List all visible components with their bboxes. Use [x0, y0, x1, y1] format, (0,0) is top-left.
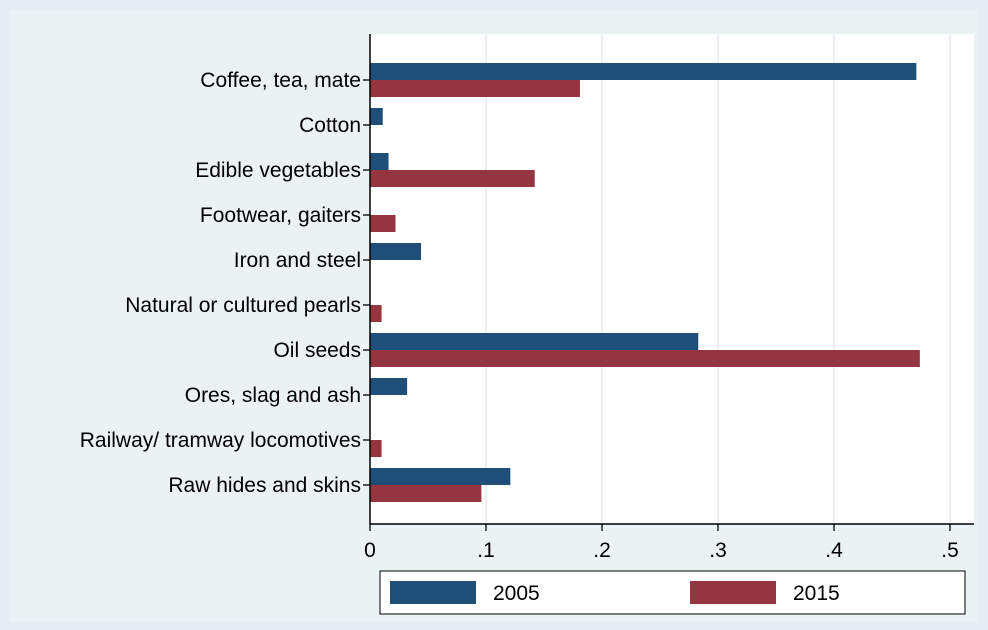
legend-label-2005: 2005: [493, 582, 540, 605]
legend: 2005 2015: [379, 570, 966, 615]
bars: [370, 63, 920, 502]
category-label: Ores, slag and ash: [185, 384, 361, 407]
category-label: Oil seeds: [273, 339, 361, 362]
bar-2005: [370, 63, 917, 80]
legend-label-2015: 2015: [793, 582, 840, 605]
bar-2015: [370, 170, 535, 187]
category-label: Natural or cultured pearls: [125, 294, 361, 317]
category-label: Footwear, gaiters: [200, 204, 361, 227]
bar-2015: [370, 440, 382, 457]
bar-2005: [370, 108, 383, 125]
bar-2015: [370, 485, 482, 502]
category-labels: Coffee, tea, mate Cotton Edible vegetables…: [80, 69, 370, 497]
gridlines: [485, 34, 951, 524]
x-tick-label: 0: [364, 539, 376, 562]
x-tick-label: .1: [477, 539, 495, 562]
x-tick-label: .2: [593, 539, 611, 562]
x-tick-label: .3: [709, 539, 727, 562]
x-axis-ticks: 0 .1 .2 .3 .4 .5: [364, 524, 959, 562]
bar-2015: [370, 80, 580, 97]
legend-box: [379, 570, 966, 615]
bar-2005: [370, 333, 699, 350]
category-label: Raw hides and skins: [168, 474, 361, 497]
bar-2005: [370, 243, 422, 260]
bar-2005: [370, 378, 408, 395]
legend-swatch-2015: [690, 581, 776, 604]
category-label: Iron and steel: [234, 249, 361, 272]
category-label: Edible vegetables: [195, 159, 361, 182]
x-tick-label: .5: [941, 539, 959, 562]
bar-2015: [370, 350, 920, 367]
category-label: Railway/ tramway locomotives: [80, 429, 361, 452]
bar-2005: [370, 468, 511, 485]
bar-2015: [370, 215, 396, 232]
legend-swatch-2005: [390, 581, 476, 604]
x-tick-label: .4: [825, 539, 843, 562]
plot-area: [370, 34, 974, 524]
bar-2005: [370, 153, 389, 170]
bar-2015: [370, 305, 382, 322]
category-label: Coffee, tea, mate: [200, 69, 361, 92]
category-label: Cotton: [299, 114, 361, 137]
